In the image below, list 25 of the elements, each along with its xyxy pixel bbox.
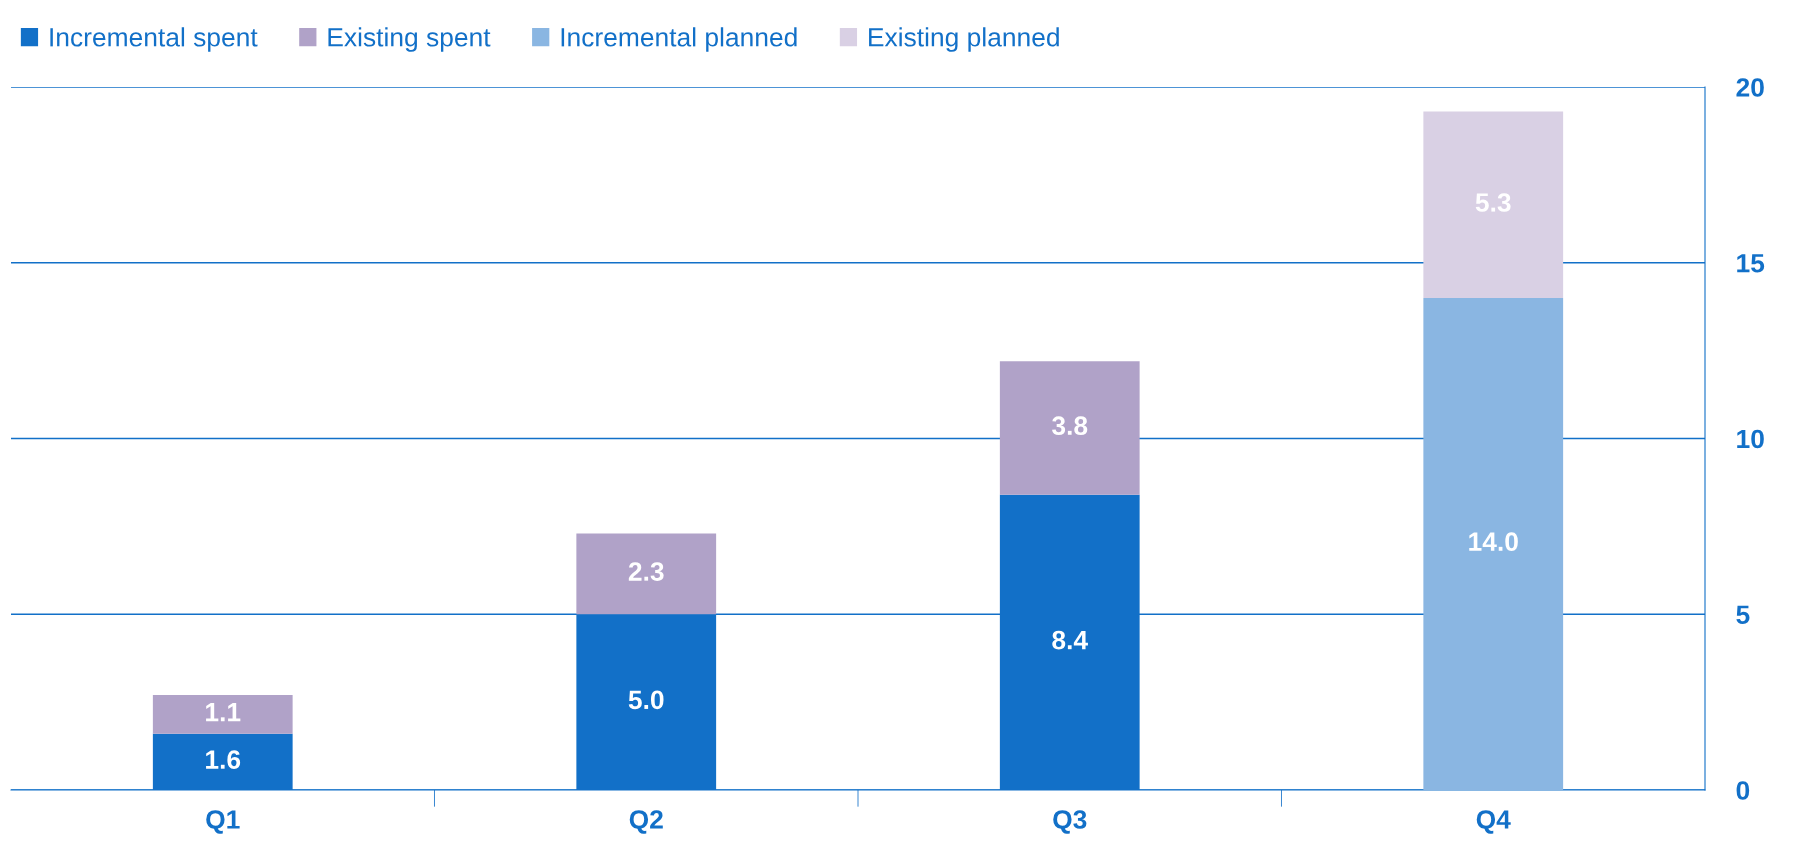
- y-tick-label: 0: [1736, 781, 1750, 800]
- legend-label: Incremental spent: [50, 27, 258, 52]
- legend-label: Existing planned: [869, 27, 1059, 52]
- y-tick-label: 15: [1737, 254, 1765, 273]
- data-label: 1.6: [206, 750, 241, 769]
- bar: [1423, 297, 1564, 790]
- bar: [576, 533, 717, 615]
- data-label: 14.0: [1469, 532, 1518, 552]
- data-label: 5.0: [628, 690, 664, 710]
- bar: [152, 695, 293, 734]
- bar: [1423, 111, 1564, 298]
- data-label: 3.8: [1052, 416, 1088, 436]
- data-label: 1.1: [206, 703, 241, 722]
- y-tick-label: 10: [1737, 429, 1764, 449]
- legend-label: Existing spent: [328, 27, 491, 52]
- data-label: 8.4: [1052, 630, 1088, 650]
- bar: [999, 361, 1140, 495]
- y-tick-label: 20: [1736, 78, 1764, 97]
- data-label: 2.3: [628, 562, 664, 581]
- y-tick-label: 5: [1736, 605, 1750, 625]
- x-tick-label: Q3: [1053, 810, 1087, 834]
- x-tick-label: Q1: [206, 810, 240, 834]
- x-tick-label: Q2: [629, 810, 663, 834]
- x-tick-label: Q4: [1476, 810, 1511, 834]
- legend-label: Incremental planned: [561, 27, 797, 52]
